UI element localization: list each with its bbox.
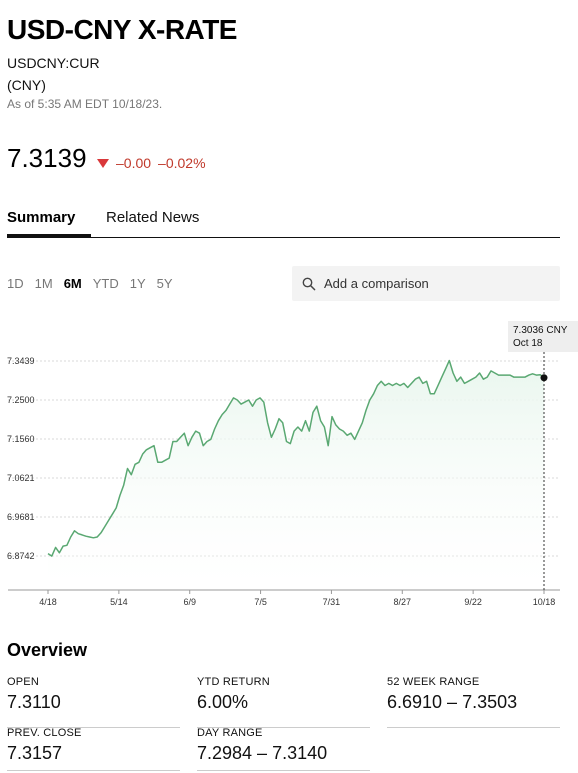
tooltip-value: 7.3036 CNY bbox=[513, 325, 568, 336]
last-point-marker bbox=[540, 374, 548, 382]
time-range-selector: 1D 1M 6M YTD 1Y 5Y bbox=[7, 276, 184, 291]
comparison-placeholder: Add a comparison bbox=[324, 276, 429, 291]
y-tick-label: 6.9681 bbox=[7, 512, 35, 522]
x-tick-label: 7/31 bbox=[323, 597, 341, 607]
y-tick-label: 7.3439 bbox=[7, 356, 35, 366]
stat-value: 6.6910 – 7.3503 bbox=[387, 692, 518, 712]
tooltip-date: Oct 18 bbox=[513, 338, 543, 349]
range-ytd[interactable]: YTD bbox=[92, 276, 119, 291]
x-tick-label: 6/9 bbox=[183, 597, 196, 607]
ticker-symbol: USDCNY:CUR bbox=[7, 55, 100, 71]
stat-label: DAY RANGE bbox=[197, 727, 263, 739]
search-icon bbox=[302, 277, 316, 290]
series-line bbox=[47, 359, 545, 557]
stat-open: OPEN 7.3110 bbox=[7, 676, 180, 728]
range-1d[interactable]: 1D bbox=[7, 276, 24, 291]
stat-value: 6.00% bbox=[197, 692, 249, 712]
y-tick-label: 7.0621 bbox=[7, 473, 35, 483]
active-tab-indicator bbox=[7, 234, 91, 237]
stat-52-week-range: 52 WEEK RANGE 6.6910 – 7.3503 bbox=[387, 676, 560, 728]
change-percent: –0.02% bbox=[158, 155, 206, 171]
y-tick-label: 6.8742 bbox=[7, 551, 35, 561]
stat-day-range: DAY RANGE 7.2984 – 7.3140 bbox=[197, 727, 370, 771]
range-5y[interactable]: 5Y bbox=[156, 276, 173, 291]
x-tick-label: 10/18 bbox=[533, 597, 556, 607]
tab-summary[interactable]: Summary bbox=[7, 209, 76, 226]
stat-value: 7.3157 bbox=[7, 743, 63, 763]
page-title: USD-CNY X-RATE bbox=[7, 14, 237, 45]
series-area bbox=[48, 360, 544, 590]
change-value: –0.00 bbox=[116, 155, 152, 171]
stat-prev-close: PREV. CLOSE 7.3157 bbox=[7, 727, 180, 771]
range-6m[interactable]: 6M bbox=[63, 276, 82, 291]
as-of-timestamp: As of 5:35 AM EDT 10/18/23. bbox=[7, 97, 163, 111]
stat-label: PREV. CLOSE bbox=[7, 727, 82, 739]
y-tick-label: 7.2500 bbox=[7, 395, 35, 405]
current-price: 7.3139 bbox=[7, 143, 87, 173]
stat-label: OPEN bbox=[7, 676, 39, 688]
x-tick-label: 8/27 bbox=[394, 597, 412, 607]
y-tick-label: 7.1560 bbox=[7, 434, 35, 444]
x-tick-label: 5/14 bbox=[110, 597, 128, 607]
tab-bar: Summary Related News bbox=[7, 209, 560, 238]
price-chart[interactable]: 7.3439 7.2500 7.1560 7.0621 6.9681 6.8742 4/1… bbox=[0, 318, 578, 618]
overview-heading: Overview bbox=[7, 640, 88, 660]
x-tick-label: 4/18 bbox=[39, 597, 57, 607]
currency-label: (CNY) bbox=[7, 77, 46, 93]
range-1y[interactable]: 1Y bbox=[129, 276, 146, 291]
add-comparison-input[interactable]: Add a comparison bbox=[292, 266, 560, 301]
stat-value: 7.2984 – 7.3140 bbox=[197, 743, 328, 763]
stat-label: YTD RETURN bbox=[197, 676, 270, 688]
stat-ytd-return: YTD RETURN 6.00% bbox=[197, 676, 370, 728]
stat-value: 7.3110 bbox=[7, 692, 61, 712]
stat-label: 52 WEEK RANGE bbox=[387, 676, 480, 688]
price-change: –0.00 –0.02% bbox=[97, 155, 206, 171]
tab-related-news[interactable]: Related News bbox=[106, 209, 200, 226]
tooltip-box bbox=[508, 321, 578, 352]
x-tick-label: 7/5 bbox=[254, 597, 267, 607]
down-arrow-icon bbox=[97, 158, 109, 168]
x-tick-label: 9/22 bbox=[464, 597, 482, 607]
range-1m[interactable]: 1M bbox=[34, 276, 53, 291]
